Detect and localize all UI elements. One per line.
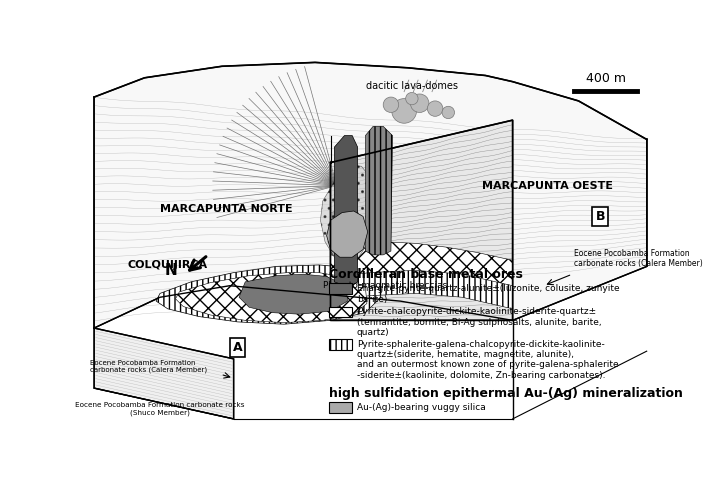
Polygon shape (365, 126, 393, 255)
Text: A: A (232, 341, 243, 354)
Text: COLQUIJIRCA: COLQUIJIRCA (128, 260, 208, 270)
Bar (329, 402, 352, 413)
Polygon shape (334, 136, 357, 285)
Text: Eocene Pocobamba Formation carbonate rocks
(Shuco Member): Eocene Pocobamba Formation carbonate roc… (75, 402, 245, 416)
Polygon shape (175, 273, 367, 323)
Circle shape (442, 106, 455, 119)
Polygon shape (331, 270, 513, 309)
Text: MARCAPUNTA OESTE: MARCAPUNTA OESTE (482, 181, 613, 191)
Text: Cordilleran base metal ores: Cordilleran base metal ores (329, 268, 523, 281)
Circle shape (406, 92, 418, 105)
Circle shape (392, 99, 417, 123)
Polygon shape (326, 211, 367, 257)
Text: Eocene Pocobamba Formation
carbonate rocks (Calera Member): Eocene Pocobamba Formation carbonate roc… (90, 360, 207, 373)
Polygon shape (331, 120, 513, 320)
Polygon shape (239, 274, 347, 314)
Polygon shape (331, 209, 362, 257)
Text: Pyrite-chalcopyrite-dickite-kaolinite-siderite-quartz±
(tennantite, bornite, Bi-: Pyrite-chalcopyrite-dickite-kaolinite-si… (357, 307, 601, 337)
Circle shape (410, 94, 429, 112)
Text: 400 m: 400 m (586, 72, 626, 85)
Circle shape (383, 97, 399, 112)
Text: dacitic lava-domes: dacitic lava-domes (366, 81, 458, 90)
Polygon shape (94, 328, 234, 419)
Polygon shape (321, 165, 377, 263)
Polygon shape (331, 242, 513, 285)
Bar (329, 339, 352, 349)
Text: MARCAPUNTA NORTE: MARCAPUNTA NORTE (160, 203, 292, 214)
Polygon shape (94, 62, 647, 328)
Text: N: N (165, 263, 177, 278)
Text: B: B (596, 210, 605, 223)
Bar (329, 306, 352, 317)
Text: Au-(Ag)-bearing vuggy silica: Au-(Ag)-bearing vuggy silica (357, 403, 486, 412)
Text: Phreato-magmatic breccias: Phreato-magmatic breccias (323, 281, 447, 290)
Text: Pyrite-sphalerite-galena-chalcopyrite-dickite-kaolinite-
quartz±(siderite, hemat: Pyrite-sphalerite-galena-chalcopyrite-di… (357, 340, 619, 380)
Text: high sulfidation epithermal Au-(Ag) mineralization: high sulfidation epithermal Au-(Ag) mine… (329, 386, 683, 400)
Text: Enargite-pyrite-quartz-alunite±(luzonite, colusite, zunyite
barite): Enargite-pyrite-quartz-alunite±(luzonite… (357, 284, 619, 304)
Polygon shape (156, 265, 381, 324)
Text: Eocene Pocobamba Formation
carbonate rocks (Calera Member): Eocene Pocobamba Formation carbonate roc… (574, 248, 703, 268)
Circle shape (427, 101, 443, 116)
Bar (329, 284, 352, 294)
